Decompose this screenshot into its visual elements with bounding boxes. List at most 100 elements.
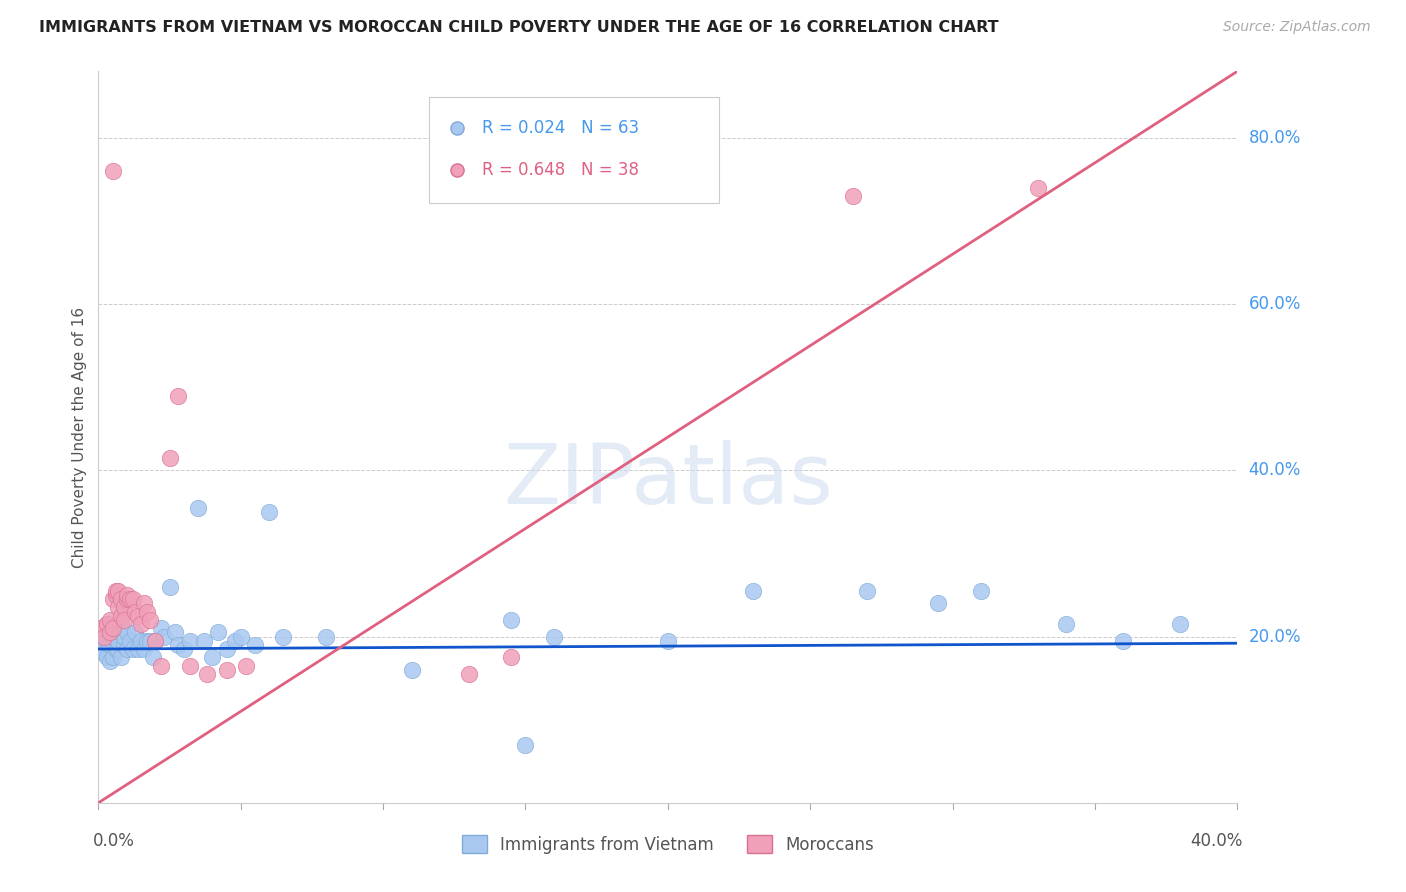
Point <box>96 617 118 632</box>
Point <box>167 388 190 402</box>
Point <box>742 583 765 598</box>
Point <box>112 630 135 644</box>
Point <box>856 583 879 598</box>
Point <box>121 592 143 607</box>
Point <box>132 596 155 610</box>
Point <box>243 638 266 652</box>
Point <box>1170 617 1192 632</box>
Point <box>145 633 167 648</box>
Point <box>104 617 127 632</box>
Point <box>201 650 224 665</box>
Point <box>215 663 238 677</box>
Point <box>129 617 152 632</box>
Point <box>1026 180 1049 194</box>
Point <box>127 608 149 623</box>
Point <box>98 621 121 635</box>
Point <box>107 600 129 615</box>
Point <box>129 633 152 648</box>
Point <box>107 583 129 598</box>
Point <box>259 505 281 519</box>
Point <box>501 650 523 665</box>
Point <box>112 600 135 615</box>
Text: IMMIGRANTS FROM VIETNAM VS MOROCCAN CHILD POVERTY UNDER THE AGE OF 16 CORRELATIO: IMMIGRANTS FROM VIETNAM VS MOROCCAN CHIL… <box>39 20 1000 35</box>
Point <box>115 642 138 657</box>
Point <box>515 738 537 752</box>
Point <box>150 621 173 635</box>
Point <box>98 625 121 640</box>
Point <box>187 500 209 515</box>
Point <box>118 592 141 607</box>
Point <box>927 596 949 610</box>
Point <box>115 588 138 602</box>
FancyBboxPatch shape <box>429 97 718 203</box>
Point <box>104 588 127 602</box>
Point <box>101 630 124 644</box>
Point <box>842 189 865 203</box>
Point <box>98 613 121 627</box>
Point <box>101 638 124 652</box>
Point <box>110 650 132 665</box>
Point <box>984 77 1007 91</box>
Point <box>167 638 190 652</box>
Point <box>179 633 201 648</box>
Point <box>135 633 157 648</box>
Point <box>984 29 1007 44</box>
Point <box>104 583 127 598</box>
Point <box>93 630 115 644</box>
Point <box>110 608 132 623</box>
Point <box>110 617 132 632</box>
Point <box>90 621 112 635</box>
Point <box>159 580 181 594</box>
Point <box>657 633 679 648</box>
Text: 20.0%: 20.0% <box>1249 628 1301 646</box>
Point <box>104 630 127 644</box>
Point <box>101 592 124 607</box>
Legend: Immigrants from Vietnam, Moroccans: Immigrants from Vietnam, Moroccans <box>456 829 880 860</box>
Point <box>138 613 160 627</box>
Point <box>224 633 246 648</box>
Point <box>118 633 141 648</box>
Point <box>104 642 127 657</box>
Point <box>121 642 143 657</box>
Point <box>101 164 124 178</box>
Text: 0.0%: 0.0% <box>93 832 135 850</box>
Point <box>543 630 565 644</box>
Text: 40.0%: 40.0% <box>1191 832 1243 850</box>
Point <box>124 625 146 640</box>
Point <box>96 650 118 665</box>
Point <box>141 650 163 665</box>
Text: 40.0%: 40.0% <box>1249 461 1301 479</box>
Point <box>235 658 257 673</box>
Point <box>124 605 146 619</box>
Point <box>173 642 195 657</box>
Y-axis label: Child Poverty Under the Age of 16: Child Poverty Under the Age of 16 <box>72 307 87 567</box>
Point <box>132 642 155 657</box>
Text: R = 0.648   N = 38: R = 0.648 N = 38 <box>482 161 640 179</box>
Point <box>107 642 129 657</box>
Point <box>90 633 112 648</box>
Point <box>107 633 129 648</box>
Point <box>115 625 138 640</box>
Point <box>159 450 181 465</box>
Point <box>112 638 135 652</box>
Text: 80.0%: 80.0% <box>1249 128 1301 147</box>
Point <box>93 646 115 660</box>
Point <box>150 658 173 673</box>
Point <box>101 621 124 635</box>
Point <box>215 642 238 657</box>
Point <box>96 633 118 648</box>
Point <box>135 605 157 619</box>
Text: 60.0%: 60.0% <box>1249 295 1301 313</box>
Point <box>195 667 218 681</box>
Point <box>153 630 176 644</box>
Point <box>1112 633 1135 648</box>
Point <box>96 617 118 632</box>
Point <box>315 630 337 644</box>
Point <box>127 642 149 657</box>
Point <box>145 633 167 648</box>
Point <box>501 613 523 627</box>
Point <box>273 630 295 644</box>
Point <box>970 583 993 598</box>
Point <box>229 630 252 644</box>
Point <box>93 630 115 644</box>
